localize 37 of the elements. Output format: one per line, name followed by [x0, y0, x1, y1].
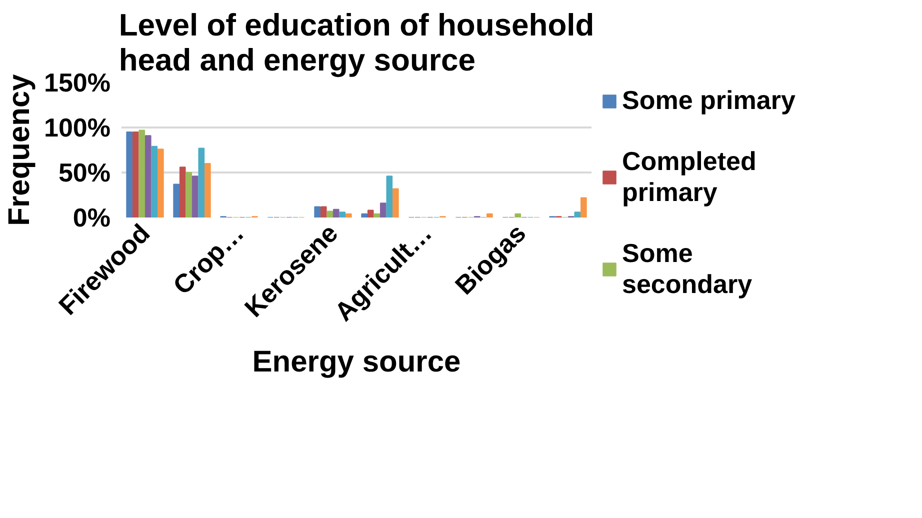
legend-label: Some secondary [622, 238, 752, 300]
x-axis-title: Energy source [252, 346, 461, 379]
y-axis-title: Frequency [3, 74, 36, 226]
bar [374, 213, 380, 218]
bar [204, 163, 211, 218]
bar [361, 213, 368, 218]
legend-label: Completed primary [622, 146, 756, 208]
bar [151, 146, 158, 218]
bar [346, 213, 352, 218]
bar [580, 197, 587, 218]
y-tick-label: 50% [58, 158, 111, 188]
bar [332, 208, 340, 218]
chart-title: Level of education of household head and energy source [118, 8, 594, 78]
bar [486, 213, 493, 218]
bar [574, 212, 581, 218]
bar [198, 148, 205, 218]
bar [339, 212, 346, 218]
bar [386, 176, 393, 218]
bar [314, 206, 320, 218]
bar [392, 188, 399, 218]
bar [186, 172, 192, 218]
bar [144, 135, 152, 218]
y-tick-label: 100% [44, 112, 110, 142]
bar [138, 130, 146, 218]
bar [514, 213, 522, 218]
bar [367, 210, 374, 218]
bar [192, 176, 198, 218]
bar [173, 184, 180, 218]
bar [158, 148, 164, 218]
bar [326, 210, 334, 218]
bar [179, 166, 186, 218]
bar [126, 132, 132, 218]
legend-label: Some primary [622, 85, 796, 116]
bar [132, 132, 139, 218]
bar [380, 202, 386, 218]
y-tick-label: 150% [44, 68, 110, 98]
bar [320, 206, 327, 218]
